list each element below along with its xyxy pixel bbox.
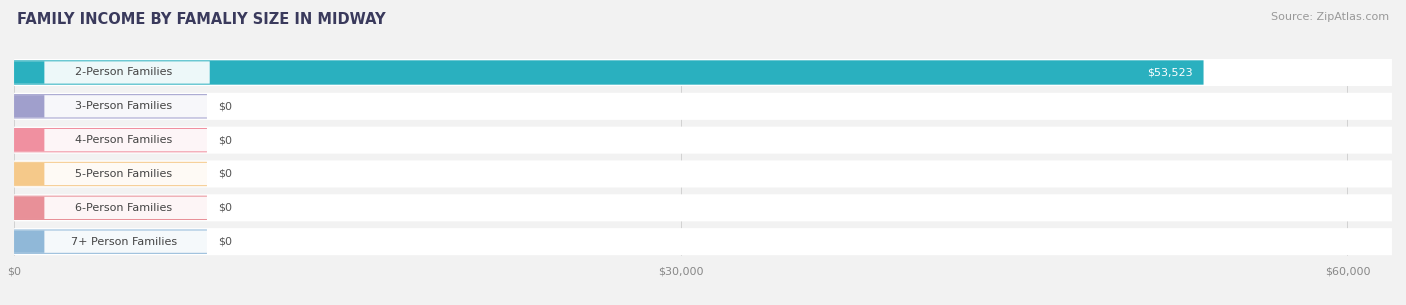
FancyBboxPatch shape: [14, 94, 207, 119]
FancyBboxPatch shape: [14, 196, 207, 220]
FancyBboxPatch shape: [14, 228, 1392, 255]
Text: $53,523: $53,523: [1147, 67, 1192, 77]
FancyBboxPatch shape: [14, 160, 1392, 188]
FancyBboxPatch shape: [14, 194, 1392, 221]
Text: $0: $0: [218, 101, 232, 111]
FancyBboxPatch shape: [14, 197, 45, 219]
FancyBboxPatch shape: [14, 93, 1392, 120]
FancyBboxPatch shape: [14, 95, 45, 117]
FancyBboxPatch shape: [14, 231, 45, 253]
FancyBboxPatch shape: [14, 60, 1204, 85]
Text: 2-Person Families: 2-Person Families: [75, 67, 173, 77]
FancyBboxPatch shape: [14, 231, 209, 253]
Text: $0: $0: [218, 135, 232, 145]
FancyBboxPatch shape: [14, 61, 209, 84]
FancyBboxPatch shape: [14, 229, 207, 254]
FancyBboxPatch shape: [14, 61, 45, 84]
FancyBboxPatch shape: [14, 127, 1392, 154]
FancyBboxPatch shape: [14, 59, 1392, 86]
FancyBboxPatch shape: [14, 129, 45, 151]
Text: 7+ Person Families: 7+ Person Families: [70, 237, 177, 247]
FancyBboxPatch shape: [14, 163, 209, 185]
Text: 5-Person Families: 5-Person Families: [75, 169, 172, 179]
FancyBboxPatch shape: [14, 95, 209, 117]
FancyBboxPatch shape: [14, 197, 209, 219]
Text: Source: ZipAtlas.com: Source: ZipAtlas.com: [1271, 12, 1389, 22]
Text: 6-Person Families: 6-Person Families: [75, 203, 172, 213]
Text: $0: $0: [218, 237, 232, 247]
FancyBboxPatch shape: [14, 163, 45, 185]
Text: $0: $0: [218, 203, 232, 213]
FancyBboxPatch shape: [14, 129, 209, 151]
FancyBboxPatch shape: [14, 162, 207, 186]
FancyBboxPatch shape: [14, 128, 207, 152]
Text: 3-Person Families: 3-Person Families: [75, 101, 172, 111]
Text: FAMILY INCOME BY FAMALIY SIZE IN MIDWAY: FAMILY INCOME BY FAMALIY SIZE IN MIDWAY: [17, 12, 385, 27]
Text: 4-Person Families: 4-Person Families: [75, 135, 173, 145]
Text: $0: $0: [218, 169, 232, 179]
